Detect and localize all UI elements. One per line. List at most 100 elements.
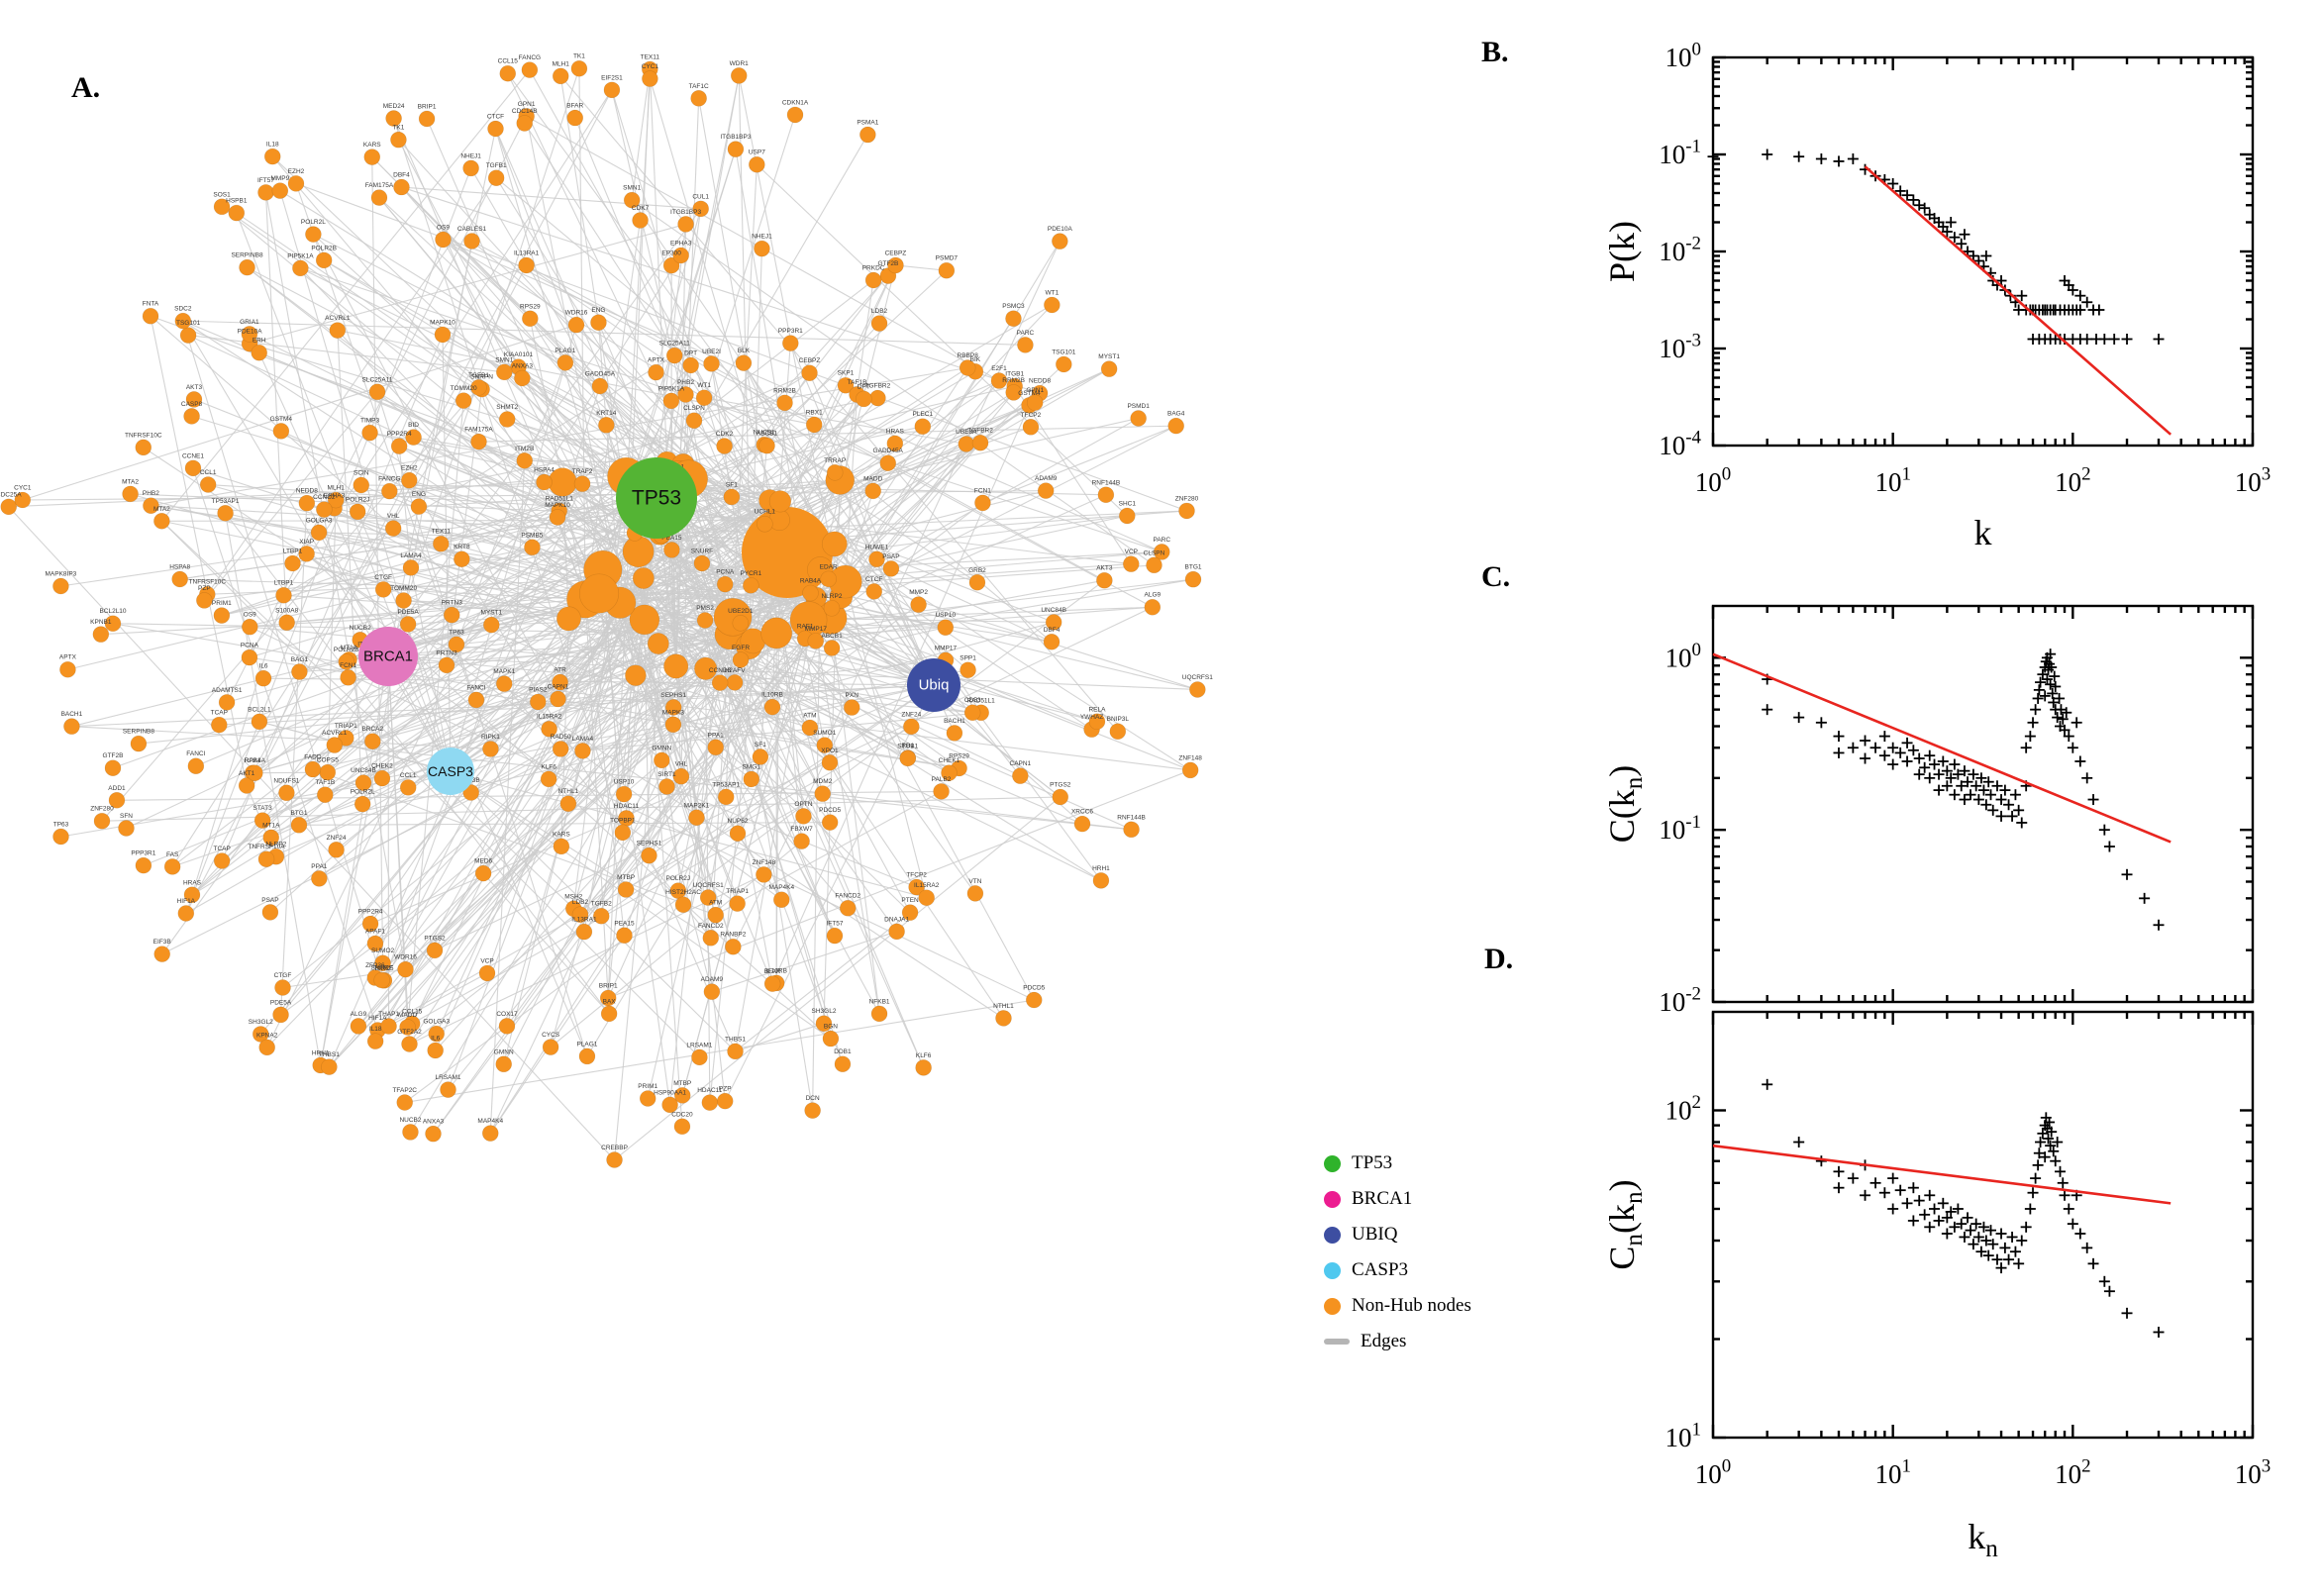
svg-text:SUMO2: SUMO2: [371, 948, 395, 954]
svg-text:IL6: IL6: [259, 663, 268, 670]
data-points: [1762, 1078, 2165, 1339]
svg-text:101: 101: [1666, 1420, 1701, 1452]
svg-text:TGFBR2: TGFBR2: [967, 428, 993, 435]
svg-text:PRTN3: PRTN3: [442, 600, 463, 607]
svg-text:10-1: 10-1: [1659, 137, 1701, 169]
svg-text:COPS5: COPS5: [317, 757, 339, 764]
svg-text:EGFR: EGFR: [732, 645, 750, 651]
hub-label-ubiq: Ubiq: [919, 677, 950, 694]
legend-entry: CASP3: [1324, 1258, 1471, 1282]
svg-text:PPA1: PPA1: [311, 863, 328, 870]
svg-text:103: 103: [2235, 1456, 2271, 1489]
svg-text:SKP1: SKP1: [838, 370, 855, 377]
svg-text:PRKDC: PRKDC: [862, 265, 885, 272]
svg-text:PDE5A: PDE5A: [270, 999, 292, 1006]
svg-text:SEPHS1: SEPHS1: [660, 692, 686, 699]
svg-text:AKT3: AKT3: [1096, 565, 1113, 572]
svg-text:WT1: WT1: [697, 382, 711, 389]
svg-text:FAS: FAS: [166, 851, 179, 858]
svg-text:SIRT1: SIRT1: [657, 771, 676, 778]
svg-text:CYCS: CYCS: [542, 1032, 560, 1039]
svg-text:ADAM9: ADAM9: [1035, 475, 1058, 482]
svg-text:MAPK10: MAPK10: [545, 502, 570, 509]
svg-text:MADD: MADD: [863, 475, 882, 482]
svg-text:BAX: BAX: [603, 998, 617, 1005]
svg-text:UCHL1: UCHL1: [755, 509, 776, 516]
svg-text:TNFRSF10A: TNFRSF10A: [248, 844, 285, 850]
svg-text:SHMT2: SHMT2: [496, 404, 518, 411]
svg-text:BNIP3L: BNIP3L: [1107, 716, 1130, 723]
svg-text:TP53AP1: TP53AP1: [712, 781, 740, 788]
svg-text:IL13RA1: IL13RA1: [514, 249, 540, 256]
svg-text:ZNF24: ZNF24: [901, 711, 921, 718]
svg-text:MTA2: MTA2: [153, 506, 170, 513]
svg-text:FANCI: FANCI: [466, 684, 485, 691]
svg-text:SH3GL2: SH3GL2: [812, 1008, 837, 1015]
hub-label-brca1: BRCA1: [363, 648, 413, 665]
svg-text:HIF1A: HIF1A: [368, 1015, 387, 1022]
svg-text:CAPN1: CAPN1: [1010, 760, 1032, 767]
svg-text:101: 101: [1874, 1456, 1910, 1489]
svg-text:MMP2: MMP2: [909, 589, 928, 596]
svg-text:TRIAP1: TRIAP1: [335, 723, 357, 730]
data-points: [1762, 648, 2165, 931]
svg-text:NEDD8: NEDD8: [296, 488, 318, 495]
svg-text:ITGB1BP3: ITGB1BP3: [670, 209, 701, 216]
svg-text:SPP1: SPP1: [960, 654, 976, 661]
svg-text:MTA2: MTA2: [122, 478, 139, 485]
svg-text:PLEC1: PLEC1: [913, 411, 934, 418]
svg-text:OS9: OS9: [244, 612, 256, 619]
svg-text:OS9: OS9: [437, 224, 450, 231]
svg-text:PARC: PARC: [1017, 330, 1035, 337]
svg-text:BAG1: BAG1: [291, 656, 309, 663]
svg-text:BFAR: BFAR: [566, 103, 583, 110]
svg-text:GPN1: GPN1: [1026, 387, 1044, 394]
svg-text:CCL15: CCL15: [498, 58, 519, 65]
svg-text:POLR2B: POLR2B: [311, 245, 337, 251]
legend-label: TP53: [1352, 1152, 1393, 1173]
svg-text:SERPINB8: SERPINB8: [123, 729, 155, 736]
svg-text:ZNF148: ZNF148: [753, 859, 776, 866]
svg-text:HRH1: HRH1: [312, 1049, 330, 1056]
svg-text:XPO1: XPO1: [821, 748, 839, 754]
svg-text:SF1: SF1: [755, 742, 766, 748]
svg-text:H2AFV: H2AFV: [725, 667, 747, 674]
svg-text:RAD51L1: RAD51L1: [546, 495, 574, 502]
network-legend: TP53 BRCA1 UBIQ CASP3 Non-Hub nodes Edges: [1324, 1151, 1471, 1353]
hub-node-ubiq: [907, 658, 960, 712]
svg-text:WDR16: WDR16: [394, 954, 417, 961]
svg-text:KPNA2: KPNA2: [256, 1032, 278, 1039]
hub-label-tp53: TP53: [632, 487, 681, 510]
svg-text:BIK: BIK: [970, 356, 981, 363]
svg-text:POLR2J: POLR2J: [666, 875, 691, 882]
svg-text:DPT: DPT: [858, 383, 870, 390]
svg-text:102: 102: [2055, 1456, 2090, 1489]
svg-text:TFCP2: TFCP2: [1021, 412, 1042, 419]
svg-text:SF1: SF1: [726, 481, 738, 488]
svg-text:BTG1: BTG1: [1185, 564, 1202, 571]
svg-text:PDE5A: PDE5A: [397, 609, 419, 616]
svg-text:MAP4K4: MAP4K4: [477, 1118, 503, 1125]
svg-text:TRRAP: TRRAP: [824, 457, 846, 464]
svg-text:MT1A: MT1A: [341, 645, 358, 651]
svg-text:TP53AP1: TP53AP1: [212, 498, 240, 505]
svg-text:GPN1: GPN1: [518, 101, 536, 108]
svg-text:CCL1: CCL1: [200, 469, 217, 476]
svg-text:HRH1: HRH1: [1092, 865, 1110, 872]
svg-text:ENG: ENG: [412, 491, 426, 498]
svg-text:AKT1: AKT1: [239, 770, 255, 777]
svg-text:THAP1: THAP1: [378, 1011, 399, 1018]
svg-text:HDAC11: HDAC11: [697, 1087, 723, 1094]
svg-text:ABCB1: ABCB1: [821, 633, 843, 640]
svg-text:CTGF: CTGF: [274, 972, 292, 979]
svg-text:TNFRSF10C: TNFRSF10C: [125, 432, 162, 439]
svg-text:PEA15: PEA15: [661, 535, 682, 542]
svg-text:XIAP: XIAP: [299, 539, 314, 546]
svg-text:MED6: MED6: [474, 858, 492, 865]
svg-text:PPA1: PPA1: [708, 732, 725, 739]
svg-text:NDUFS1: NDUFS1: [273, 777, 299, 784]
svg-text:PSMD7: PSMD7: [936, 255, 959, 262]
svg-text:USP7: USP7: [749, 150, 765, 156]
svg-text:CD53: CD53: [964, 697, 981, 704]
